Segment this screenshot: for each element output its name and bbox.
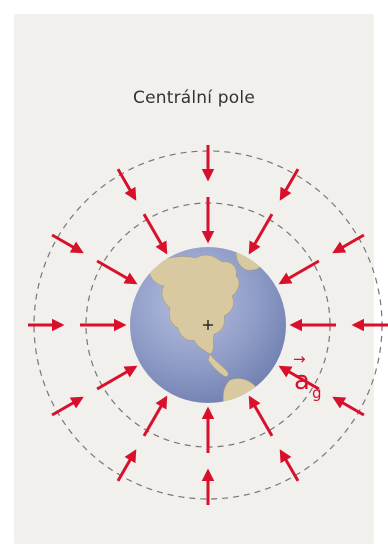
field-arrow-outer-10 — [279, 168, 300, 201]
plus-marker-icon — [203, 320, 213, 330]
field-arrow-outer-1 — [332, 396, 365, 417]
field-arrow-inner-11 — [278, 259, 320, 285]
field-arrow-inner-10 — [248, 213, 274, 255]
field-arrow-inner-7 — [96, 259, 138, 285]
field-arrow-inner-8 — [142, 213, 168, 255]
field-arrow-outer-7 — [51, 233, 84, 254]
field-arrows — [28, 145, 388, 505]
vector-subscript: g — [312, 384, 322, 402]
field-arrow-outer-5 — [51, 396, 84, 417]
field-arrow-outer-11 — [332, 233, 365, 254]
vector-symbol: a — [294, 366, 310, 396]
field-arrow-outer-8 — [116, 168, 137, 201]
field-arrow-inner-4 — [142, 395, 168, 437]
field-arrow-inner-5 — [96, 365, 138, 391]
vector-label-ag: → a g — [293, 350, 322, 402]
field-arrow-outer-4 — [116, 449, 137, 482]
vector-arrow-glyph: → — [293, 350, 306, 368]
field-arrow-inner-2 — [248, 395, 274, 437]
field-arrow-outer-2 — [279, 449, 300, 482]
field-arrow-inner-1 — [278, 365, 320, 391]
diagram-title: Centrální pole — [133, 88, 255, 108]
